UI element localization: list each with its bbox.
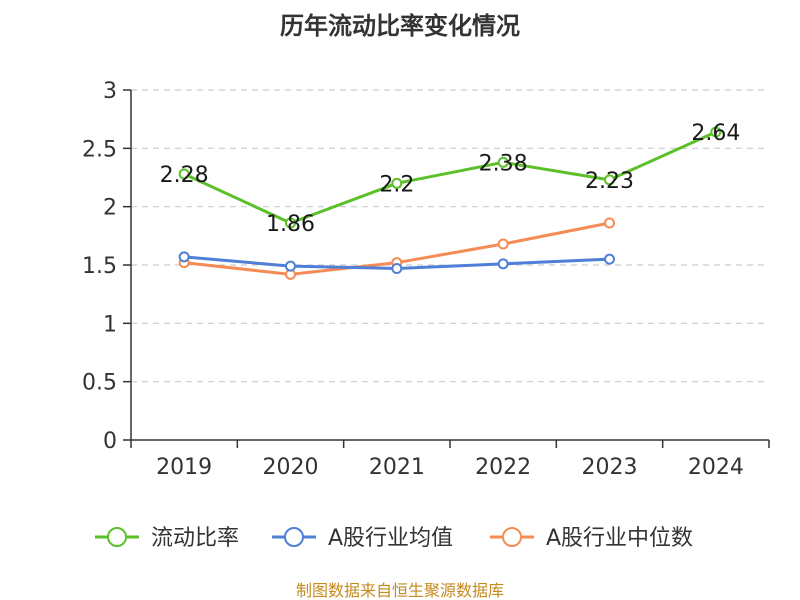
y-tick-label: 0.5 — [82, 371, 117, 396]
x-tick-label: 2019 — [156, 455, 212, 480]
data-point — [178, 251, 190, 263]
data-point — [391, 263, 403, 274]
data-labels: 2.28 1.86 2.2 2.38 2.23 2.64 — [160, 121, 741, 237]
source-note: 制图数据来自恒生聚源数据库 — [296, 581, 504, 600]
series-0 — [178, 126, 722, 229]
x-tick-label: 2021 — [369, 455, 425, 480]
legend-marker-icon — [502, 527, 522, 547]
y-tick-label: 2 — [103, 196, 117, 221]
data-point — [391, 177, 403, 189]
legend-marker-icon — [284, 527, 304, 547]
data-point — [710, 126, 722, 138]
y-tick-label: 1.5 — [82, 254, 117, 279]
legend-item[interactable]: A股行业中位数 — [490, 526, 693, 551]
data-point — [604, 217, 615, 229]
data-point — [604, 253, 615, 265]
x-tick-label: 2024 — [688, 455, 744, 480]
data-label: 1.86 — [266, 212, 315, 237]
x-tick-label: 2020 — [263, 455, 319, 480]
data-point — [497, 258, 509, 270]
legend: 流动比率 A股行业均值 A股行业中位数 — [95, 526, 693, 551]
series-layer — [178, 126, 722, 280]
data-label: 2.2 — [379, 172, 414, 197]
x-tick-label: 2023 — [582, 455, 638, 480]
legend-label: 流动比率 — [151, 526, 239, 551]
legend-marker-icon — [107, 527, 127, 547]
x-tick-label: 2022 — [475, 455, 531, 480]
y-tick-label: 0 — [103, 429, 117, 454]
data-label: 2.64 — [691, 121, 740, 146]
data-label: 2.23 — [585, 169, 634, 194]
data-point — [285, 260, 296, 272]
legend-item[interactable]: 流动比率 — [95, 526, 239, 551]
series-1 — [178, 251, 615, 274]
data-label: 2.28 — [160, 163, 209, 188]
legend-item[interactable]: A股行业均值 — [272, 526, 453, 551]
grid-lines — [131, 89, 769, 383]
y-tick-label: 2.5 — [82, 137, 117, 162]
axes: 0 0.5 1 1.5 2 2.5 3 2019 2020 2021 2022 2023 2024 — [82, 79, 770, 480]
legend-label: A股行业均值 — [328, 526, 453, 551]
data-point — [178, 168, 190, 180]
data-point — [285, 217, 296, 229]
chart-title: 历年流动比率变化情况 — [280, 12, 520, 40]
y-tick-label: 3 — [103, 79, 117, 104]
data-label: 2.38 — [479, 151, 528, 176]
data-point — [497, 238, 509, 250]
data-point — [497, 156, 509, 168]
legend-label: A股行业中位数 — [546, 526, 693, 551]
y-tick-label: 1 — [103, 312, 117, 337]
series-line — [183, 130, 717, 225]
data-point — [604, 174, 615, 186]
